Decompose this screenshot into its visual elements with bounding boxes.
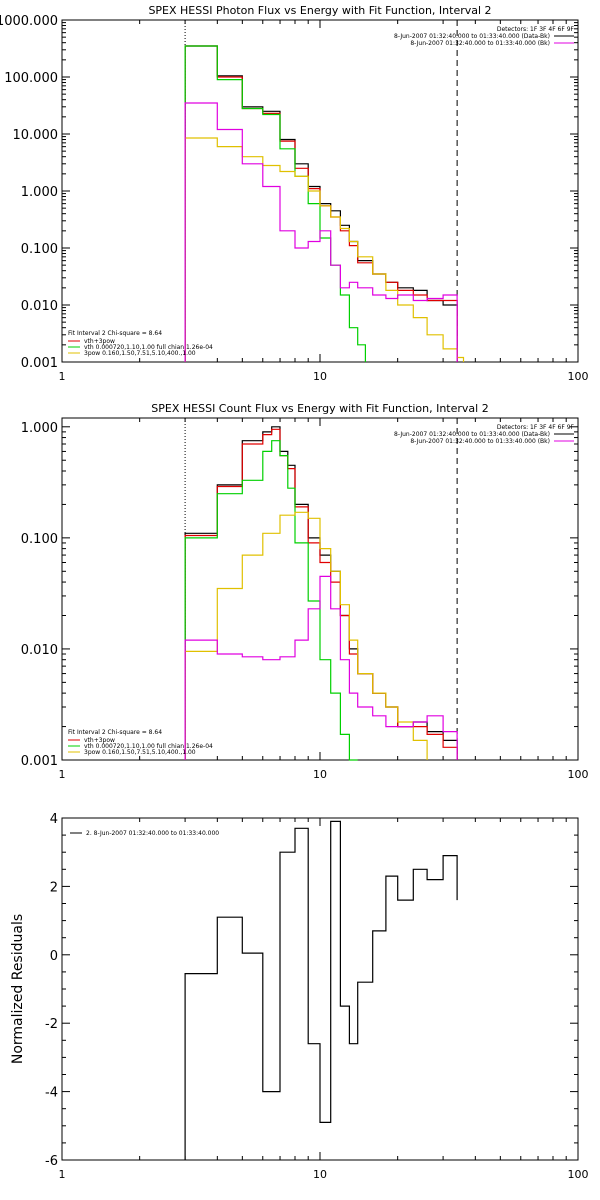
x-tick-label: 1 [59,1168,66,1181]
legend-detectors: Detectors: 1F 3F 4F 6F 9F [497,424,575,431]
y-tick-label: 0.001 [21,754,58,769]
y-tick-label: 0.100 [21,532,58,547]
legend-entry-bk: 8-Jun-2007 01:32:40.000 to 01:33:40.000 … [410,438,550,445]
series-step-line-1 [184,428,458,760]
energy-range-markers [184,20,458,362]
y-tick-label: 0.010 [21,643,58,658]
fit-legend-header: Fit Interval 2 Chi-square = 8.64 [68,330,162,337]
y-tick-label: 0 [50,949,58,964]
x-tick-label: 100 [568,370,589,383]
y-tick-label: -6 [45,1154,58,1169]
series-step-line-4 [184,102,458,362]
series-step-line-0 [184,820,458,1160]
y-axis-label: Normalized Residuals [10,914,26,1064]
fit-legend-total: vth+3pow [84,737,115,744]
y-tick-label: -2 [45,1017,58,1032]
chart-title: SPEX HESSI Count Flux vs Energy with Fit… [151,402,488,415]
legend-entry-data-bk: 8-Jun-2007 01:32:40.000 to 01:33:40.000 … [394,431,550,438]
x-tick-label: 100 [568,768,589,781]
series-step-line-4 [184,575,458,760]
fit-legend-vth: vth 0.000720,1.10,1.00 full chian 1.26e-… [84,344,213,351]
y-tick-label: 1.000 [21,421,58,436]
y-tick-label: 0.010 [21,299,58,314]
x-axis: 1 10 100 [59,418,589,781]
series-step-line-3 [184,137,465,362]
y-tick-label: -4 [45,1086,58,1101]
y-tick-label: 4 [50,812,58,827]
fit-legend-vth: vth 0.000720,1.10,1.00 full chian 1.26e-… [84,743,213,750]
fit-legend-header: Fit Interval 2 Chi-square = 8.64 [68,729,162,736]
count-flux-panel: SPEX HESSI Count Flux vs Energy with Fit… [21,402,589,781]
x-tick-label: 10 [313,370,327,383]
legend-entry-interval: 2. 8-Jun-2007 01:32:40.000 to 01:33:40.0… [86,830,219,837]
fit-legend-total: vth+3pow [84,338,115,345]
y-tick-label: 0.001 [21,356,58,371]
legend-detectors: Detectors: 1F 3F 4F 6F 9F [497,26,575,33]
fit-legend-3pow: 3pow 0.160,1.50,7.51,5.10,400.,1.00 [84,749,196,756]
series-step-line-0 [184,426,458,760]
series-group [184,820,458,1160]
chart-title: SPEX HESSI Photon Flux vs Energy with Fi… [148,4,491,17]
x-tick-label: 10 [313,768,327,781]
x-tick-label: 100 [568,1168,589,1181]
y-axis: 4 2 0 -2 -4 -6 [45,812,578,1169]
y-axis: 1000.000 100.000 10.000 1.000 0.100 0.010 0.00… [0,14,578,371]
y-tick-label: 100.000 [4,71,58,86]
series-step-line-0 [184,45,458,362]
photon-flux-panel: SPEX HESSI Photon Flux vs Energy with Fi… [0,4,589,383]
x-axis: 1 10 100 [59,818,589,1181]
series-step-line-2 [184,45,366,362]
y-tick-label: 0.100 [21,242,58,257]
legend-entry-data-bk: 8-Jun-2007 01:32:40.000 to 01:33:40.000 … [394,33,550,40]
y-tick-label: 1000.000 [0,14,58,29]
y-tick-label: 2 [50,880,58,895]
y-axis: 1.000 0.100 0.010 0.001 [21,421,578,769]
series-step-line-2 [184,440,358,761]
x-tick-label: 1 [59,370,66,383]
series-step-line-3 [184,511,428,760]
legend-entry-bk: 8-Jun-2007 01:32:40.000 to 01:33:40.000 … [410,40,550,47]
y-tick-label: 10.000 [13,128,59,143]
series-group [184,45,465,362]
residuals-panel: Normalized Residuals 1 10 100 4 2 0 -2 -4 -6 2.… [10,812,589,1181]
fit-legend-3pow: 3pow 0.160,1.50,7.51,5.10,400.,1.00 [84,350,196,357]
y-tick-label: 1.000 [21,185,58,200]
x-axis: 1 10 100 [59,20,589,383]
x-tick-label: 10 [313,1168,327,1181]
x-tick-label: 1 [59,768,66,781]
series-group [184,426,458,761]
